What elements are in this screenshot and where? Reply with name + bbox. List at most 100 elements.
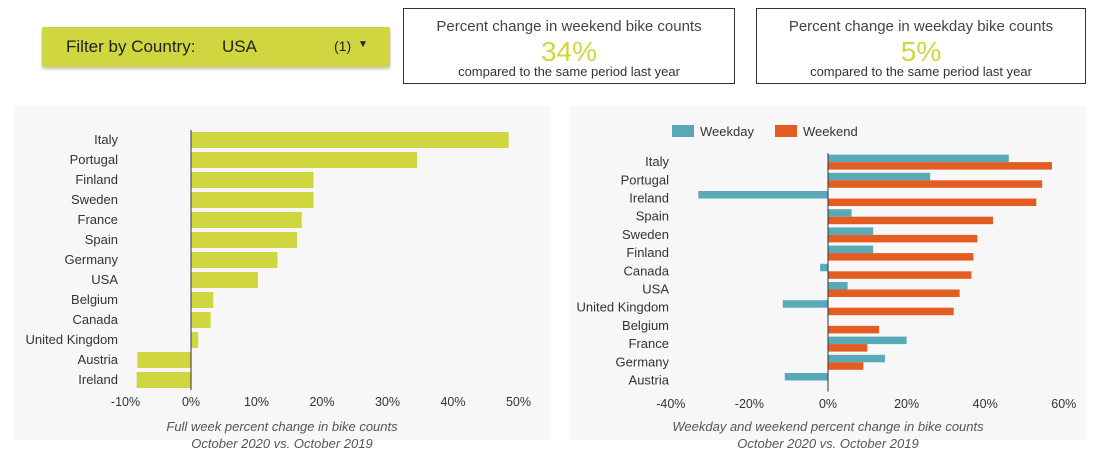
bar-weekday-germany [828,354,885,363]
category-label-spain: Spain [85,232,118,247]
category-label-canada: Canada [72,312,118,327]
category-label-italy: Italy [645,154,669,169]
x-tick-label: -40% [656,397,685,411]
left-caption-line1: Full week percent change in bike counts [166,419,398,434]
bar-belgium [191,292,214,308]
bar-ireland [136,372,191,388]
category-label-ireland: Ireland [629,191,669,206]
bar-weekday-austria [784,373,828,381]
x-tick-label: 60% [1051,397,1076,411]
category-label-germany: Germany [65,252,119,267]
legend-label-weekend: Weekend [803,124,858,139]
category-label-austria: Austria [78,352,119,367]
bar-weekday-finland [828,245,874,254]
x-tick-label: 0% [182,395,200,409]
bar-france [191,212,302,228]
left-chart-caption: Full week percent change in bike counts … [14,418,550,452]
x-tick-label: 10% [244,395,269,409]
bar-weekday-sweden [828,227,874,235]
bar-portugal [191,152,417,168]
category-label-finland: Finland [626,245,669,260]
filter-count: (1) [334,38,352,54]
x-tick-label: -20% [735,397,764,411]
category-label-sweden: Sweden [622,227,669,242]
category-label-portugal: Portugal [621,172,670,187]
bar-italy [191,132,509,148]
bar-weekend-usa [828,289,960,297]
weekday-kpi-title: Percent change in weekday bike counts [788,18,1054,35]
bar-weekday-united-kingdom [782,300,828,308]
category-label-united-kingdom: United Kingdom [577,300,670,315]
category-label-france: France [78,212,118,227]
bar-united-kingdom [191,332,199,348]
weekend-kpi-title: Percent change in weekend bike counts [436,18,702,35]
bar-weekend-finland [828,253,974,261]
category-label-germany: Germany [616,354,670,369]
bar-canada [191,312,211,328]
country-filter-dropdown[interactable]: Filter by Country: USA (1) ▼ [42,27,390,67]
legend-swatch-weekend [775,125,797,137]
right-caption-line2: October 2020 vs. October 2019 [737,436,919,451]
x-tick-label: 40% [440,395,465,409]
legend-swatch-weekday [672,125,694,137]
category-label-portugal: Portugal [70,152,119,167]
category-label-belgium: Belgium [71,292,118,307]
category-label-ireland: Ireland [78,372,118,387]
weekend-kpi-card: Percent change in weekend bike counts 34… [403,8,735,84]
bar-weekend-france [828,344,868,352]
category-label-france: France [629,336,669,351]
legend-label-weekday: Weekday [700,124,754,139]
category-label-finland: Finland [75,172,118,187]
bar-weekday-italy [828,154,1009,163]
category-label-austria: Austria [629,373,670,388]
filter-value: USA [222,37,257,56]
filter-label: Filter by Country: [66,37,196,56]
weekday-kpi-value: 5% [900,36,942,67]
bar-weekend-ireland [828,198,1037,206]
x-tick-label: 0% [819,397,837,411]
bar-spain [191,232,298,248]
caret-down-icon: ▼ [358,39,368,50]
category-label-sweden: Sweden [71,192,118,207]
category-label-united-kingdom: United Kingdom [26,332,119,347]
bar-weekend-canada [828,271,972,279]
bar-weekend-germany [828,362,864,370]
weekday-kpi-subtitle: compared to the same period last year [810,64,1032,79]
bar-finland [191,172,314,188]
weekend-kpi-value: 34% [540,36,598,67]
category-label-canada: Canada [623,263,669,278]
x-tick-label: 20% [309,395,334,409]
category-label-spain: Spain [636,209,669,224]
bar-weekday-france [828,336,907,345]
right-chart-caption: Weekday and weekend percent change in bi… [530,418,1102,452]
bar-weekday-ireland [698,191,828,199]
x-tick-label: 40% [973,397,998,411]
bar-weekday-portugal [828,172,931,181]
bar-weekend-portugal [828,180,1043,188]
x-tick-label: 20% [894,397,919,411]
weekday-kpi-card: Percent change in weekday bike counts 5%… [756,8,1086,84]
bar-weekend-sweden [828,234,978,243]
right-caption-line1: Weekday and weekend percent change in bi… [672,419,984,434]
category-label-usa: USA [91,272,118,287]
category-label-italy: Italy [94,132,118,147]
bar-weekend-united-kingdom [828,307,954,316]
bar-usa [191,272,258,288]
bar-weekend-spain [828,216,994,225]
bar-weekend-belgium [828,325,880,334]
x-tick-label: -10% [111,395,140,409]
bar-weekday-spain [828,209,852,217]
bar-weekend-italy [828,162,1053,170]
bar-weekday-usa [828,282,848,290]
weekend-kpi-subtitle: compared to the same period last year [458,64,680,79]
x-tick-label: 30% [375,395,400,409]
category-label-belgium: Belgium [622,318,669,333]
bar-austria [137,352,191,368]
bar-germany [191,252,278,268]
bar-weekday-canada [820,263,828,272]
bar-sweden [191,192,314,208]
left-caption-line2: October 2020 vs. October 2019 [191,436,373,451]
x-tick-label: 50% [506,395,531,409]
